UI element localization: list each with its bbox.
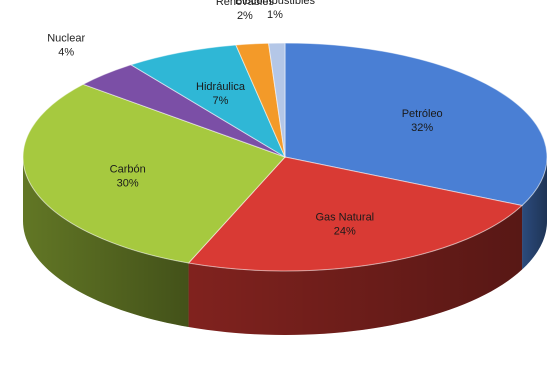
pie-value-gas-natural: 24% bbox=[334, 226, 356, 238]
pie-value-carbon: 30% bbox=[117, 178, 139, 190]
pie-slice-hidraulica bbox=[129, 44, 287, 159]
pie-label-carbon: Carbón bbox=[110, 164, 146, 176]
pie-label-renovables: Renovables bbox=[216, 0, 275, 8]
pie-value-renovables: 2% bbox=[237, 10, 253, 22]
pie-label-nuclear: Nuclear bbox=[47, 33, 85, 45]
pie-labels: Petróleo 32% Gas Natural 24% Carbón 30% Nuclea… bbox=[47, 0, 442, 238]
pie-side-shade-petroleo bbox=[522, 157, 547, 270]
pie-slice-carbon bbox=[22, 83, 286, 264]
pie-side-shade-gas-natural bbox=[188, 205, 523, 335]
pie-label-petroleo: Petróleo bbox=[402, 108, 443, 120]
pie-value-petroleo: 32% bbox=[411, 122, 433, 134]
pie-slice-gas-natural bbox=[187, 156, 524, 272]
pie-label-gas-natural: Gas Natural bbox=[315, 212, 374, 224]
pie-slice-biocombustibles bbox=[267, 42, 286, 158]
pie-slice-petroleo bbox=[284, 42, 548, 207]
pie-value-hidraulica: 7% bbox=[213, 95, 229, 107]
pie-label-biocombustibles: Biocombustibles bbox=[235, 0, 316, 7]
pie-label-hidraulica: Hidráulica bbox=[196, 81, 246, 93]
pie-slices bbox=[22, 42, 548, 272]
pie-value-nuclear: 4% bbox=[58, 47, 74, 59]
pie-sides bbox=[23, 157, 547, 335]
pie-value-biocombustibles: 1% bbox=[267, 9, 283, 21]
pie-side-shade-carbon bbox=[23, 157, 189, 327]
